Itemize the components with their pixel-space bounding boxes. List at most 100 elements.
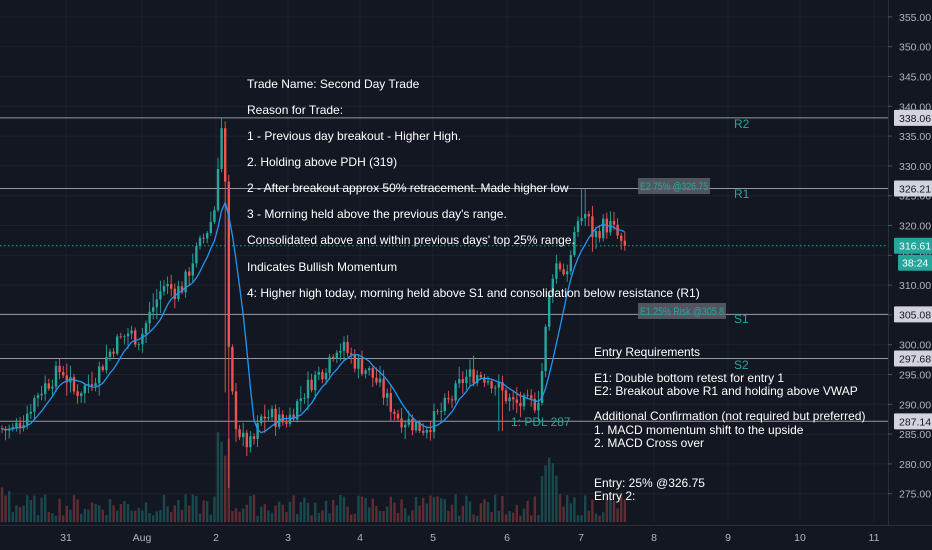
time-tick-label: 2 xyxy=(213,532,219,544)
volume-bar xyxy=(18,507,22,522)
candle-body xyxy=(537,402,540,411)
candle xyxy=(386,388,389,406)
volume-bar xyxy=(566,495,569,522)
volume-bar xyxy=(296,514,299,522)
entry-box-label: E1 25% Risk @305.8 xyxy=(640,306,724,318)
candle xyxy=(72,374,76,395)
volume-bar xyxy=(432,497,436,522)
volume-bar xyxy=(137,507,140,522)
candle-body xyxy=(558,263,562,270)
candle-body xyxy=(166,284,169,287)
candle-body xyxy=(152,307,155,312)
candle-body xyxy=(414,422,418,431)
candle-body xyxy=(476,375,479,384)
candle-body xyxy=(184,271,187,293)
candle xyxy=(285,415,288,428)
candle-body xyxy=(598,231,601,239)
volume-bar xyxy=(141,510,144,522)
volume-bar xyxy=(267,510,270,522)
current-price-tag: 316.61 38:24 xyxy=(894,237,932,271)
entry-notes: Entry Requirements E1: Double bottom rete… xyxy=(594,345,865,503)
candle-body xyxy=(137,344,140,345)
entry-box-2[interactable]: E1 25% Risk @305.8 xyxy=(638,303,726,319)
volume-bar xyxy=(490,511,493,522)
time-tick-label: 3 xyxy=(285,532,291,544)
price-axis[interactable]: 275.00 280.00 285.00 290.00 295.00 300.00 305.… xyxy=(888,0,932,550)
candle xyxy=(202,233,205,244)
candle xyxy=(80,391,83,403)
candle-body xyxy=(486,381,490,383)
candlesticks xyxy=(0,117,626,488)
volume-bar xyxy=(371,498,374,522)
candle-body xyxy=(530,395,533,399)
candle-body xyxy=(220,128,223,169)
candle xyxy=(198,235,202,250)
candle-body xyxy=(148,311,151,324)
volume-bar xyxy=(87,509,90,522)
candle-body xyxy=(623,240,626,246)
volume-bar xyxy=(152,515,155,522)
candle xyxy=(94,377,97,392)
volume-bar xyxy=(393,502,396,522)
candle xyxy=(260,414,263,426)
candle-body xyxy=(533,398,536,411)
time-tick-label: 5 xyxy=(430,532,436,544)
volume-bar xyxy=(216,432,220,522)
candle xyxy=(134,327,137,348)
candle xyxy=(324,368,328,385)
candle-body xyxy=(620,235,623,241)
candle xyxy=(141,328,144,353)
volume-bar xyxy=(504,514,508,522)
volume-bar xyxy=(328,513,331,522)
candle xyxy=(548,292,551,331)
volume-bar xyxy=(368,507,371,522)
candle xyxy=(339,343,342,361)
candle-body xyxy=(353,354,356,369)
candle-body xyxy=(90,384,94,386)
candle-body xyxy=(173,288,176,299)
candle-body xyxy=(386,393,389,398)
candle xyxy=(353,349,356,373)
candle-body xyxy=(36,395,40,399)
candle xyxy=(216,157,220,213)
volume-bar xyxy=(576,515,580,522)
volume-bar xyxy=(317,513,320,522)
candle xyxy=(458,366,461,389)
volume-bar xyxy=(501,496,504,522)
level-tag-s1: S1 xyxy=(734,312,749,326)
volume-bar xyxy=(389,496,392,522)
candle xyxy=(450,395,454,408)
candle-body xyxy=(404,424,407,428)
volume-bar xyxy=(350,514,353,522)
candle xyxy=(306,371,310,411)
volume-bar xyxy=(249,496,252,522)
candle-body xyxy=(285,422,288,424)
candle-body xyxy=(454,383,457,401)
entry-box-1[interactable]: E2 75% @326.75 xyxy=(638,178,710,194)
volume-bar xyxy=(29,499,32,522)
time-tick-label: 31 xyxy=(60,532,72,544)
candle xyxy=(465,369,468,390)
candle-body xyxy=(83,385,86,394)
candle-body xyxy=(108,351,112,357)
candle-body xyxy=(364,370,367,374)
candle xyxy=(490,378,493,394)
pdl-annotation: 1: PDL 287 xyxy=(511,415,571,429)
volume-bar xyxy=(126,504,130,522)
volume-bar xyxy=(378,510,382,522)
candle xyxy=(414,420,418,433)
candle-body xyxy=(188,271,191,276)
volume-bar xyxy=(404,508,407,522)
candle-body xyxy=(11,427,14,429)
price-tick-label: 350.00 xyxy=(899,42,931,54)
candle-body xyxy=(98,366,101,384)
candle xyxy=(130,325,133,340)
volume-bar xyxy=(548,457,551,522)
time-axis[interactable]: 31 Aug 2 3 4 5 6 7 8 9 10 11 xyxy=(0,525,932,550)
candle xyxy=(440,402,443,423)
candle xyxy=(497,374,500,432)
volume-bar xyxy=(400,499,403,522)
volume-bar xyxy=(364,497,367,522)
candle xyxy=(396,409,400,422)
